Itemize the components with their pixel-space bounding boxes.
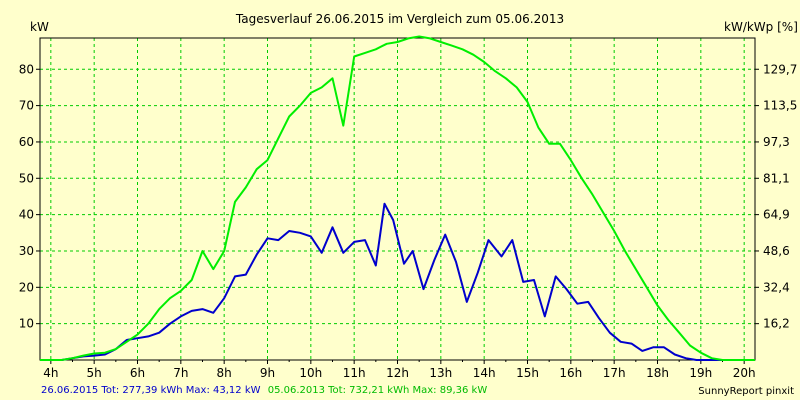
y-tick-label-left: 60 — [19, 135, 34, 149]
y-ticks-left: 10 20 30 40 50 60 70 80 — [19, 62, 40, 331]
y-tick-label-right: 16,2 — [763, 317, 790, 331]
legend-entry-2015: 26.06.2015 Tot: 277,39 kWh Max: 43,12 kW — [41, 385, 261, 396]
legend: 26.06.2015 Tot: 277,39 kWh Max: 43,12 kW… — [41, 385, 487, 396]
series-line-0 — [40, 202, 755, 361]
x-tick-label: 6h — [130, 366, 145, 380]
series-line-1 — [40, 35, 755, 361]
y-tick-label-right: 81,1 — [763, 171, 790, 185]
x-tick-label: 16h — [559, 366, 582, 380]
y-tick-label-left: 40 — [19, 208, 34, 222]
x-tick-label: 15h — [516, 366, 539, 380]
x-tick-label: 13h — [429, 366, 452, 380]
y-tick-label-left: 70 — [19, 99, 34, 113]
y-tick-label-right: 113,5 — [763, 99, 797, 113]
y-axis-label-left: kW — [30, 20, 49, 34]
y-tick-label-left: 20 — [19, 280, 34, 294]
y-tick-label-right: 64,9 — [763, 208, 790, 222]
y-tick-label-right: 129,7 — [763, 62, 797, 76]
x-tick-label: 9h — [260, 366, 275, 380]
grid — [40, 38, 755, 360]
y-tick-label-left: 50 — [19, 171, 34, 185]
y-tick-label-right: 48,6 — [763, 244, 790, 258]
y-axis-label-right: kW/kWp [%] — [724, 20, 798, 34]
x-tick-label: 12h — [386, 366, 409, 380]
x-tick-label: 10h — [299, 366, 322, 380]
x-tick-label: 14h — [473, 366, 496, 380]
x-tick-label: 7h — [173, 366, 188, 380]
x-tick-label: 11h — [343, 366, 366, 380]
series-lines — [40, 35, 755, 361]
y-tick-label-right: 97,3 — [763, 135, 790, 149]
x-ticks: 4h 5h 6h 7h 8h 9h 10h 11h 12h 13h 14h 15h 16h 17h 18h 1… — [43, 360, 756, 380]
x-tick-label: 20h — [733, 366, 756, 380]
footer-credit: SunnyReport pinxit — [698, 386, 794, 397]
x-tick-label: 18h — [646, 366, 669, 380]
x-tick-label: 19h — [689, 366, 712, 380]
x-tick-label: 8h — [217, 366, 232, 380]
y-tick-label-left: 10 — [19, 317, 34, 331]
y-tick-label-left: 80 — [19, 62, 34, 76]
y-tick-label-right: 32,4 — [763, 280, 790, 294]
x-tick-label: 17h — [603, 366, 626, 380]
chart-title: Tagesverlauf 26.06.2015 im Vergleich zum… — [235, 12, 564, 26]
legend-entry-2013: 05.06.2013 Tot: 732,21 kWh Max: 89,36 kW — [268, 385, 488, 396]
x-tick-label: 4h — [43, 366, 58, 380]
x-tick-label: 5h — [87, 366, 102, 380]
y-tick-label-left: 30 — [19, 244, 34, 258]
y-ticks-right: 16,2 32,4 48,6 64,9 81,1 97,3 113,5 129,7 — [755, 62, 797, 331]
